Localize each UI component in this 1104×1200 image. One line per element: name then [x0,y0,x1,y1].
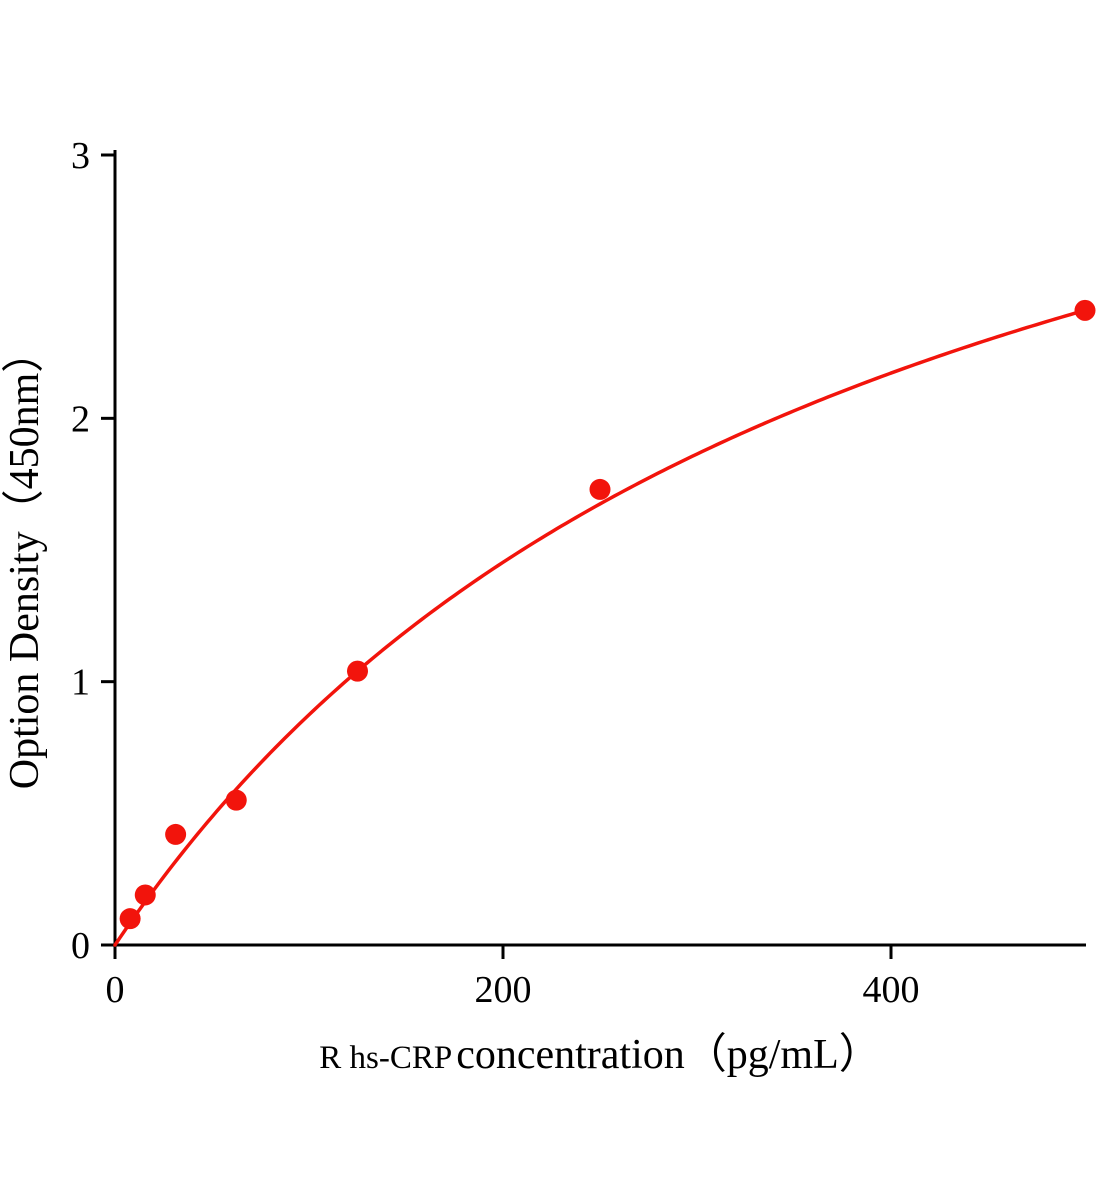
data-point [1074,299,1096,321]
x-tick-label: 200 [475,969,532,1011]
fit-curve [113,308,1087,947]
data-points [119,299,1096,930]
data-point [165,823,187,845]
y-tick-label: 2 [71,398,90,440]
y-tick-label: 1 [71,662,90,704]
data-point [134,884,156,906]
data-point [347,660,368,682]
y-tick-label: 3 [71,135,90,177]
x-axis-title-prefix: R hs-CRP [319,1040,452,1076]
data-point [589,478,611,500]
x-tick-label: 400 [863,969,920,1011]
y-axis-ticks: 0 1 2 3 [71,135,115,967]
y-axis-title: Option Density（450nm） [2,331,48,790]
x-axis-title-main: concentration（pg/mL） [456,1032,881,1078]
fit-curve-path [113,308,1087,947]
data-point [225,789,247,811]
y-tick-label: 0 [71,925,90,967]
x-tick-label: 0 [106,969,125,1011]
x-axis-ticks: 0 200 400 [106,945,920,1011]
x-axis-title: R hs-CRP concentration（pg/mL） [319,1032,881,1078]
data-point [119,908,141,930]
